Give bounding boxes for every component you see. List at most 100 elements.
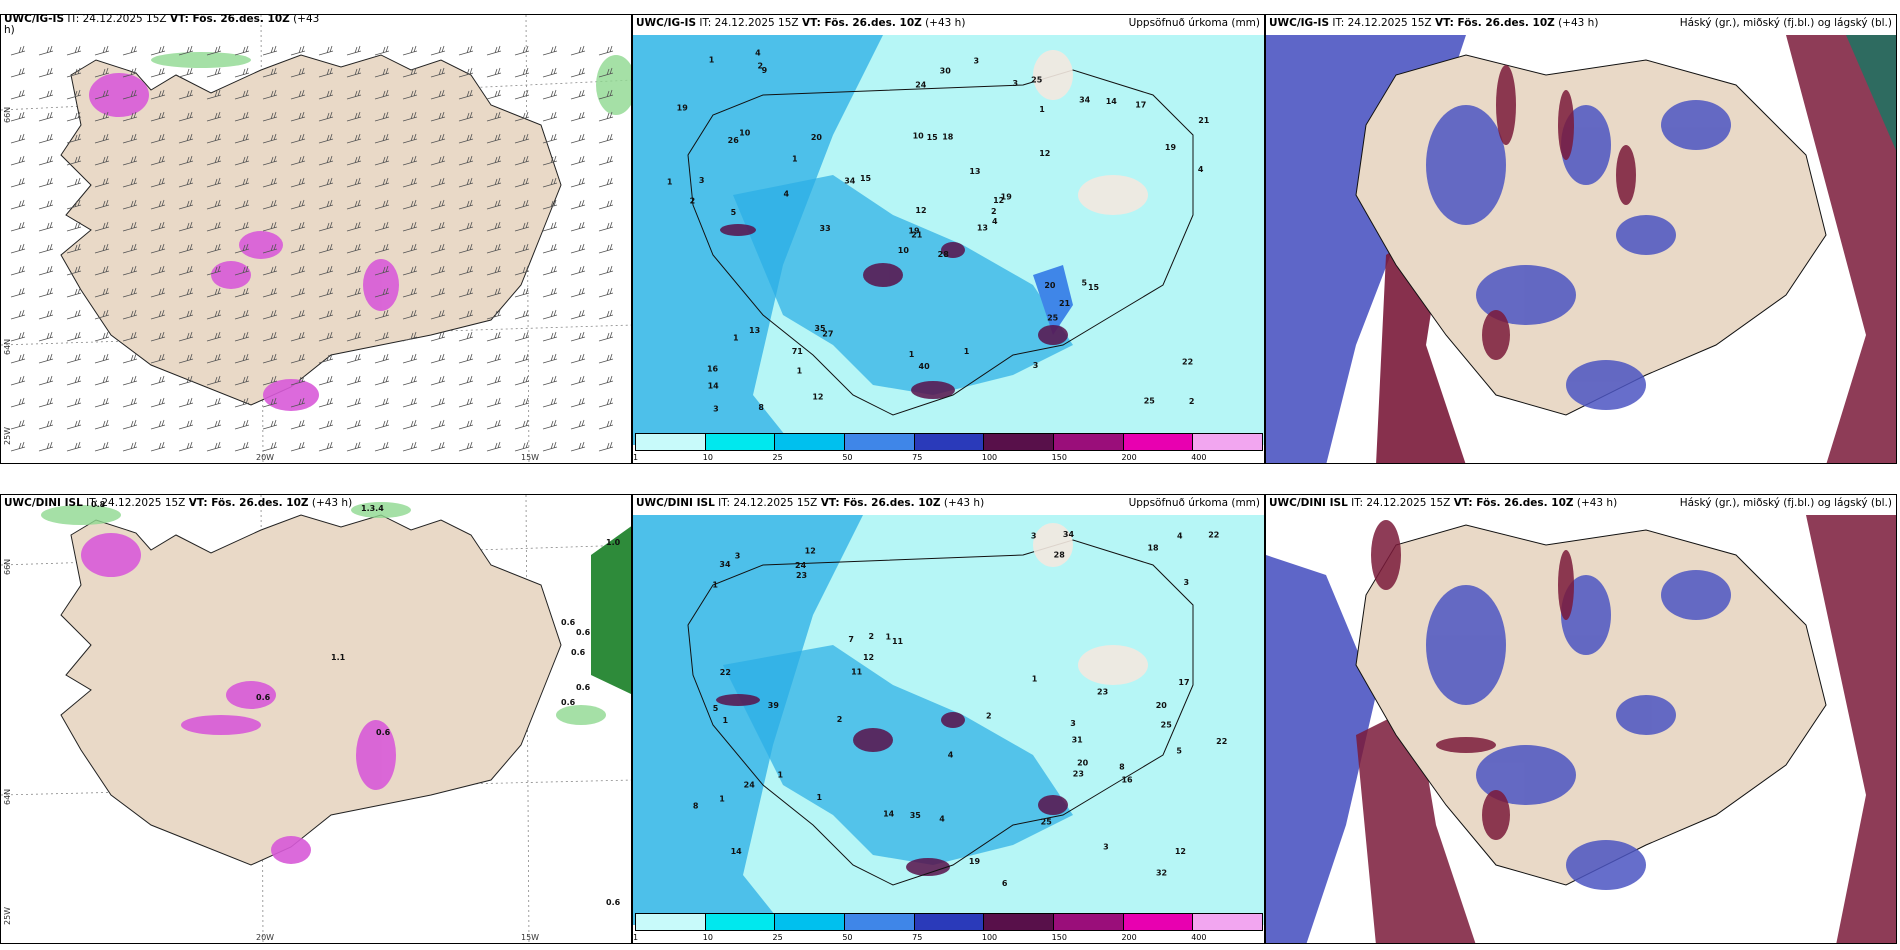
precip-value: 22 xyxy=(1216,737,1227,746)
precip-value: 3 xyxy=(974,57,980,66)
precip-value: 5 xyxy=(731,208,737,217)
precip-value: 3 xyxy=(713,405,719,414)
precip-value: 19 xyxy=(1001,193,1013,202)
colorbar-label: 200 xyxy=(1121,933,1137,942)
precip-value: 12 xyxy=(1175,847,1186,856)
colorbar-segment xyxy=(1193,434,1263,450)
precip-value: 2 xyxy=(991,207,997,216)
colorbar-segment xyxy=(775,434,846,450)
precip-value: 17 xyxy=(1178,678,1189,687)
precip-value: 34 xyxy=(1079,95,1091,104)
colorbar-label: 75 xyxy=(912,933,923,942)
precip-value: 25 xyxy=(1031,76,1043,85)
precip-value: 10 xyxy=(913,132,925,141)
colorbar-segment xyxy=(636,914,706,930)
precip-value: 1 xyxy=(792,155,798,164)
precip-value: 19 xyxy=(969,857,981,866)
precip-value: 1 xyxy=(667,178,673,187)
cloud-map-top xyxy=(1266,35,1896,463)
precip-value: 12 xyxy=(812,392,823,401)
colorbar-segment xyxy=(1123,914,1194,930)
precip-value: 1 xyxy=(778,771,784,780)
precip-value: 3 xyxy=(699,176,705,185)
precip-value: 8 xyxy=(1119,762,1125,771)
colorbar-labels-bottom: 1 10 25 50 75 100 150 200 400 xyxy=(633,933,1263,943)
precip-value: 12 xyxy=(863,653,874,662)
precip-value: 3 xyxy=(1031,532,1037,541)
precip-value: 12 xyxy=(993,196,1004,205)
precip-value: 1 xyxy=(733,334,739,343)
precip-value: 20 xyxy=(1077,759,1089,768)
precip-value: 15 xyxy=(927,133,939,142)
precip-value: 15 xyxy=(1088,283,1100,292)
precip-value: 22 xyxy=(1208,531,1219,540)
precip-value: 16 xyxy=(707,364,719,373)
precip-value: 20 xyxy=(1156,701,1168,710)
wind-value: 1.1 xyxy=(331,653,346,662)
precip-value: 4 xyxy=(939,814,945,823)
precip-value: 3 xyxy=(735,551,741,560)
precip-value: 20 xyxy=(811,133,823,142)
colorbar-segment xyxy=(1123,434,1194,450)
precip-map-top: 2826211612272518113925211012810131315141… xyxy=(633,35,1264,445)
precip-value: 33 xyxy=(820,224,831,233)
precip-value: 2 xyxy=(757,61,763,70)
wind-header-top: UWC/IG-IS IT: 24.12.2025 15Z VT: Fös. 26… xyxy=(4,14,320,25)
lat-tick-25w-b: 25W xyxy=(3,906,12,925)
colorbar-label: 200 xyxy=(1121,453,1137,462)
colorbar-label: 150 xyxy=(1051,933,1067,942)
cloud-header-top: UWC/IG-IS IT: 24.12.2025 15Z VT: Fös. 26… xyxy=(1269,17,1599,29)
precip-value: 34 xyxy=(1063,530,1075,539)
wind-map-top xyxy=(1,15,631,463)
precip-value: 35 xyxy=(814,324,826,333)
precip-panel-top: 28 26 21 16 12 27 25 18 1 13 9 2 5 21 10 12 8 10 13 13 15 14 1… xyxy=(632,14,1265,464)
wind-value: 0.6 xyxy=(576,683,591,692)
colorbar-segment xyxy=(1193,914,1263,930)
precip-value: 34 xyxy=(844,177,856,186)
precip-value: 25 xyxy=(1144,397,1156,406)
precip-value: 1 xyxy=(1039,105,1045,114)
precip-value: 34 xyxy=(719,560,731,569)
wind-map-bottom: 0.8 1.3.41.00.60.60.60.60.61.10.60.60.6 xyxy=(1,495,631,943)
precip-value: 1 xyxy=(1032,674,1038,683)
precip-value: 2 xyxy=(986,712,992,721)
lat-tick-64n-b: 64N xyxy=(3,788,12,805)
precip-value: 1 xyxy=(712,580,718,589)
colorbar-label: 400 xyxy=(1191,453,1207,462)
colorbar-label: 150 xyxy=(1051,453,1067,462)
precip-value: 5 xyxy=(1082,279,1088,288)
wind-header-bottom: UWC/DINI ISL IT: 24.12.2025 15Z VT: Fös.… xyxy=(4,497,353,509)
lon-tick-15w: 15W xyxy=(521,453,540,462)
precip-map-bottom: 3125141211312876153412141742112218115324… xyxy=(633,515,1264,925)
precip-value: 23 xyxy=(1073,770,1084,779)
precip-value: 20 xyxy=(1044,281,1056,290)
precip-value: 6 xyxy=(1002,879,1008,888)
precip-value: 12 xyxy=(805,547,816,556)
cloud-header-bottom: UWC/DINI ISL IT: 24.12.2025 15Z VT: Fös.… xyxy=(1269,497,1618,509)
cloud-panel-top: UWC/IG-IS IT: 24.12.2025 15Z VT: Fös. 26… xyxy=(1265,14,1897,464)
colorbar-bottom xyxy=(635,913,1263,931)
precip-value: 25 xyxy=(1047,313,1059,322)
precip-value: 2 xyxy=(1189,397,1195,406)
colorbar-label: 50 xyxy=(842,453,853,462)
lat-tick-25w: 25W xyxy=(3,426,12,445)
colorbar-segment xyxy=(1054,914,1124,930)
wind-panel-bottom: 0.8 1.3.4 1.0 0.6 0.6 0.6 0.6 0.6 1.1 0.6 0.6 0.6 U… xyxy=(0,494,632,944)
precip-value: 11 xyxy=(851,667,863,676)
cloud-map-bottom xyxy=(1266,515,1896,943)
precip-value: 4 xyxy=(1177,531,1183,540)
lat-tick-66n: 66N xyxy=(3,106,12,123)
wind-value: 0.6 xyxy=(561,698,576,707)
precip-value: 3 xyxy=(1012,79,1018,88)
wind-value: 0.6 xyxy=(571,648,586,657)
colorbar-segment xyxy=(845,914,915,930)
colorbar-segment xyxy=(984,434,1055,450)
precip-value: 24 xyxy=(795,561,807,570)
precip-value: 22 xyxy=(1182,358,1193,367)
wind-value: 1.0 xyxy=(606,538,621,547)
precip-value: 1 xyxy=(723,716,729,725)
precip-value: 19 xyxy=(908,226,920,235)
colorbar-segment xyxy=(914,914,985,930)
colorbar-segment xyxy=(914,434,985,450)
precip-value: 21 xyxy=(911,230,923,239)
